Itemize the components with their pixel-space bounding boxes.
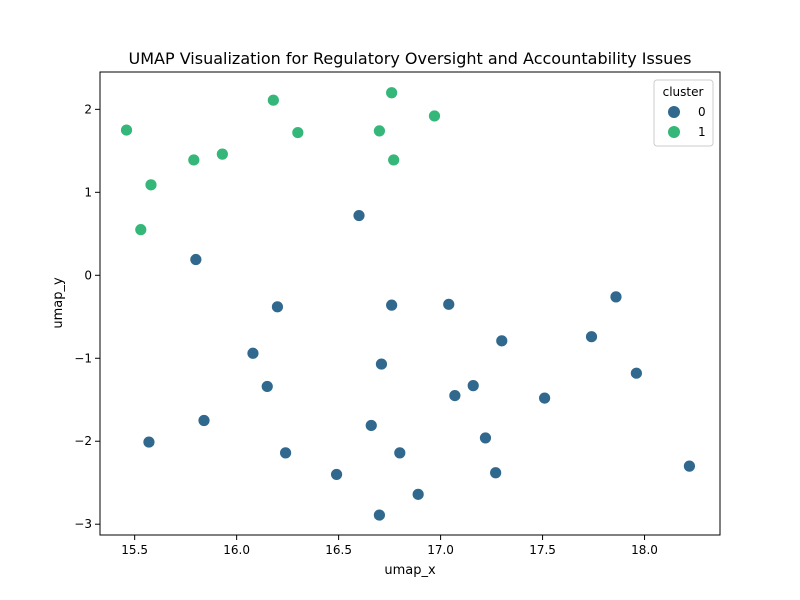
y-tick-label: 1 [84, 185, 92, 199]
data-point-cluster-0 [489, 466, 503, 480]
y-tick-label: 0 [84, 268, 92, 282]
x-tick-label: 17.0 [427, 543, 454, 557]
x-tick-label: 16.0 [223, 543, 250, 557]
data-point-cluster-0 [609, 290, 623, 304]
data-point-cluster-1 [291, 126, 305, 139]
data-point-cluster-0 [352, 209, 366, 222]
data-point-cluster-0 [385, 298, 399, 312]
data-point-cluster-0 [495, 334, 509, 348]
data-point-cluster-1 [215, 147, 229, 161]
data-point-cluster-0 [538, 391, 552, 405]
legend-label-cluster-0: 0 [698, 105, 706, 119]
ticks-layer: 15.5 16.0 16.5 17.0 17.5 18.0 −3 −2 −1 0 1 2 [74, 102, 658, 557]
points-layer [120, 86, 696, 522]
data-point-cluster-0 [246, 346, 260, 360]
data-point-cluster-1 [373, 124, 386, 138]
data-point-cluster-0 [466, 379, 480, 393]
legend-title: cluster [663, 85, 704, 99]
data-point-cluster-0 [375, 357, 388, 371]
data-point-cluster-0 [197, 414, 211, 427]
data-point-cluster-0 [189, 253, 203, 266]
y-tick-label: −1 [74, 351, 92, 365]
x-tick-label: 15.5 [121, 543, 148, 557]
x-tick-label: 18.0 [631, 543, 658, 557]
data-point-cluster-0 [479, 431, 492, 445]
data-point-cluster-1 [134, 223, 148, 237]
data-point-cluster-0 [279, 446, 292, 460]
data-point-cluster-0 [271, 300, 284, 314]
x-tick-label: 17.5 [529, 543, 556, 557]
data-point-cluster-0 [373, 508, 386, 522]
data-point-cluster-0 [411, 487, 425, 501]
legend: cluster 0 1 [653, 79, 714, 147]
data-point-cluster-1 [187, 153, 201, 167]
x-tick-label: 16.5 [325, 543, 352, 557]
data-point-cluster-0 [142, 435, 156, 449]
data-point-cluster-0 [393, 446, 407, 460]
data-point-cluster-0 [364, 419, 378, 432]
legend-marker-cluster-1 [668, 126, 680, 138]
data-point-cluster-0 [260, 380, 274, 393]
data-point-cluster-0 [629, 366, 643, 380]
y-axis-label: umap_y [51, 277, 66, 329]
data-point-cluster-1 [385, 86, 399, 100]
data-point-cluster-1 [428, 109, 441, 123]
data-point-cluster-0 [330, 468, 343, 481]
data-point-cluster-1 [387, 153, 401, 167]
data-point-cluster-0 [585, 330, 598, 344]
x-axis-label: umap_x [384, 563, 436, 578]
legend-label-cluster-1: 1 [698, 125, 706, 139]
data-point-cluster-0 [448, 389, 462, 403]
y-tick-label: −3 [74, 517, 92, 531]
data-point-cluster-1 [120, 123, 133, 137]
plot-area-frame [99, 71, 721, 536]
chart-title: UMAP Visualization for Regulatory Oversi… [129, 49, 692, 68]
y-tick-label: −2 [74, 434, 92, 448]
data-point-cluster-0 [442, 297, 456, 311]
y-tick-label: 2 [84, 102, 92, 116]
legend-marker-cluster-0 [668, 106, 680, 118]
data-point-cluster-1 [144, 178, 158, 192]
data-point-cluster-0 [683, 459, 696, 473]
data-point-cluster-1 [266, 93, 280, 107]
